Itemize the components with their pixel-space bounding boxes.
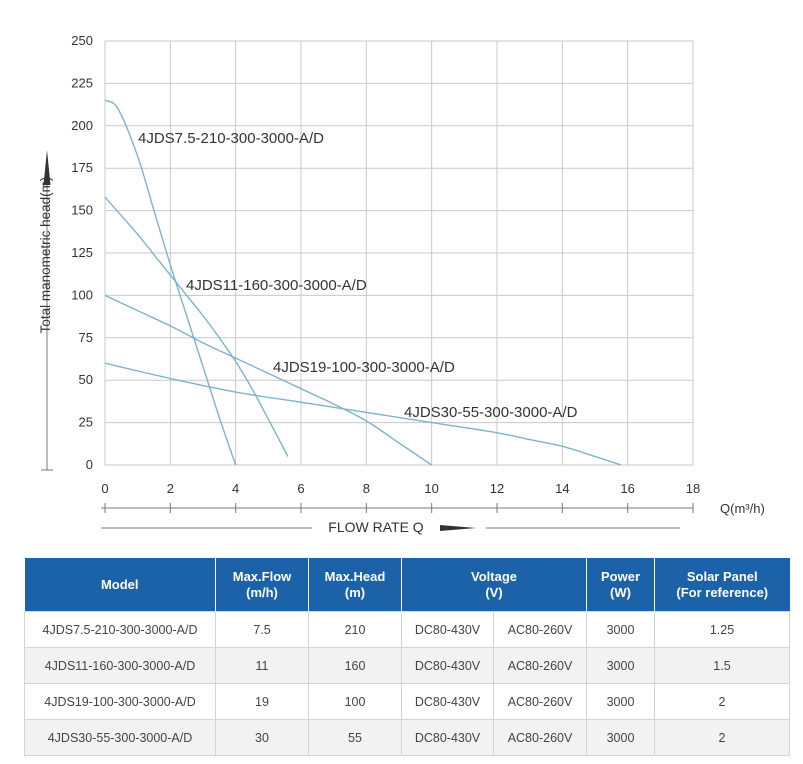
cell-voltage-dc: DC80-430V — [401, 611, 494, 648]
header-power: Power (W) — [586, 558, 655, 612]
x-axis: 0 2 4 6 8 10 12 14 16 18 — [101, 481, 700, 531]
cell-max-flow: 11 — [215, 647, 309, 684]
y-tick-label: 225 — [71, 75, 93, 90]
y-tick-label: 200 — [71, 118, 93, 133]
x-tick-label: 12 — [490, 481, 504, 496]
header-solar-line1: Solar Panel — [686, 568, 758, 584]
x-tick-label: 2 — [167, 481, 174, 496]
x-tick-label: 14 — [555, 481, 569, 496]
curve-label-1: 4JDS7.5-210-300-3000-A/D — [138, 130, 324, 147]
x-tick-label: 6 — [297, 481, 304, 496]
y-tick-label: 50 — [79, 372, 93, 387]
table-row: 4JDS30-55-300-3000-A/D 30 55 DC80-430V A… — [24, 719, 790, 756]
cell-model: 4JDS11-160-300-3000-A/D — [24, 647, 216, 684]
cell-solar-panel: 1.25 — [654, 611, 790, 648]
spec-table: Model Max.Flow (m/h) Max.Head (m) Voltag… — [24, 558, 790, 756]
y-tick-label: 75 — [79, 330, 93, 345]
x-tick-label: 16 — [620, 481, 634, 496]
y-tick-label: 25 — [79, 415, 93, 430]
header-max-head: Max.Head (m) — [308, 558, 402, 612]
cell-model: 4JDS30-55-300-3000-A/D — [24, 719, 216, 756]
y-tick-label: 175 — [71, 160, 93, 175]
cell-power: 3000 — [586, 719, 655, 756]
curve-label-2: 4JDS11-160-300-3000-A/D — [186, 277, 367, 294]
cell-model: 4JDS7.5-210-300-3000-A/D — [24, 611, 216, 648]
y-tick-label: 250 — [71, 33, 93, 48]
curve-series-4 — [104, 362, 622, 466]
header-max-flow: Max.Flow (m/h) — [215, 558, 309, 612]
cell-model: 4JDS19-100-300-3000-A/D — [24, 683, 216, 720]
header-voltage-line1: Voltage — [471, 568, 517, 584]
cell-voltage-ac: AC80-260V — [493, 683, 587, 720]
cell-solar-panel: 1.5 — [654, 647, 790, 684]
cell-power: 3000 — [586, 647, 655, 684]
cell-max-head: 210 — [308, 611, 402, 648]
cell-voltage-ac: AC80-260V — [493, 719, 587, 756]
header-power-line2: (W) — [610, 584, 631, 600]
table-row: 4JDS11-160-300-3000-A/D 11 160 DC80-430V… — [24, 647, 790, 684]
header-solar-line2: (For reference) — [676, 584, 769, 600]
cell-voltage-dc: DC80-430V — [401, 719, 494, 756]
y-tick-label: 125 — [71, 245, 93, 260]
cell-voltage-dc: DC80-430V — [401, 683, 494, 720]
cell-max-head: 55 — [308, 719, 402, 756]
cell-max-flow: 7.5 — [215, 611, 309, 648]
cell-voltage-ac: AC80-260V — [493, 611, 587, 648]
header-max-flow-line1: Max.Flow — [232, 568, 292, 584]
cell-max-head: 100 — [308, 683, 402, 720]
x-tick-label: 0 — [101, 481, 108, 496]
cell-voltage-ac: AC80-260V — [493, 647, 587, 684]
curve-series-2 — [104, 196, 289, 457]
cell-max-flow: 30 — [215, 719, 309, 756]
cell-solar-panel: 2 — [654, 683, 790, 720]
y-tick-label: 0 — [86, 457, 93, 472]
y-tick-label: 150 — [71, 203, 93, 218]
cell-max-flow: 19 — [215, 683, 309, 720]
x-tick-label: 10 — [424, 481, 438, 496]
cell-voltage-dc: DC80-430V — [401, 647, 494, 684]
y-axis: 0 25 50 75 100 125 150 175 200 225 250 — [41, 33, 93, 472]
x-tick-label: 4 — [232, 481, 239, 496]
table-header-row: Model Max.Flow (m/h) Max.Head (m) Voltag… — [24, 558, 790, 612]
x-axis-unit: Q(m³/h) — [720, 501, 765, 516]
chart-curves — [104, 99, 622, 466]
header-solar-panel: Solar Panel (For reference) — [654, 558, 790, 612]
header-max-head-line1: Max.Head — [324, 568, 386, 584]
x-tick-label: 8 — [363, 481, 370, 496]
y-axis-label: Total manometric head(m) — [38, 177, 53, 334]
cell-max-head: 160 — [308, 647, 402, 684]
table-row: 4JDS7.5-210-300-3000-A/D 7.5 210 DC80-43… — [24, 611, 790, 648]
header-max-head-line2: (m) — [344, 584, 366, 600]
x-tick-label: 18 — [686, 481, 700, 496]
chart-grid — [104, 40, 694, 466]
header-max-flow-line2: (m/h) — [246, 584, 278, 600]
header-voltage: Voltage (V) — [401, 558, 587, 612]
cell-solar-panel: 2 — [654, 719, 790, 756]
flow-arrow-icon — [440, 525, 476, 531]
x-axis-label: FLOW RATE Q — [328, 519, 424, 535]
header-voltage-line2: (V) — [485, 584, 503, 600]
table-row: 4JDS19-100-300-3000-A/D 19 100 DC80-430V… — [24, 683, 790, 720]
y-axis-arrow-icon — [43, 150, 51, 185]
y-tick-label: 100 — [71, 287, 93, 302]
curve-labels: 4JDS7.5-210-300-3000-A/D 4JDS11-160-300-3… — [138, 130, 578, 421]
cell-power: 3000 — [586, 611, 655, 648]
curve-label-4: 4JDS30-55-300-3000-A/D — [404, 404, 578, 421]
header-model: Model — [24, 558, 216, 612]
header-power-line1: Power — [600, 568, 640, 584]
cell-power: 3000 — [586, 683, 655, 720]
curve-label-3: 4JDS19-100-300-3000-A/D — [273, 359, 455, 376]
curve-series-1 — [104, 99, 237, 466]
pump-performance-chart: 0 25 50 75 100 125 150 175 200 225 250 0 2 4 6 8 10 12 14… — [38, 33, 765, 535]
curve-series-3 — [104, 294, 433, 466]
